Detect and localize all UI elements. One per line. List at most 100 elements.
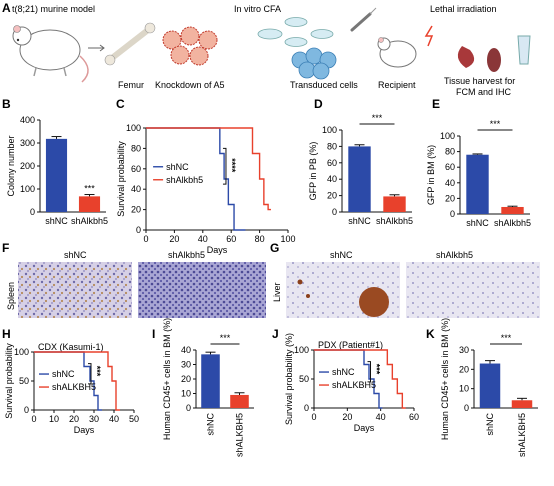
x-tick-label: shNC [485, 413, 495, 436]
histology-panel-f: shNC shAlkbh5 Spleen [6, 250, 266, 318]
y-axis-label: Survival probability [116, 141, 126, 217]
y-tick-label: 100 [20, 184, 35, 194]
femur-illustration [104, 22, 156, 66]
chart-e: 0 20 40 60 80 100 shNC shAlkbh5 GFP in BM (%) *** [426, 119, 531, 228]
workflow-panel: t(8;21) murine model Femur Knockdown of … [12, 4, 531, 97]
y-tick-label: 300 [20, 138, 35, 148]
bar-shnc [466, 154, 489, 214]
survival-curve-shalkbh5 [34, 351, 120, 411]
chart-c: 0 20 40 60 80 100 0 20 40 60 80 100 Days Survival pro… [116, 123, 296, 255]
y-axis-label: Human CD45+ cells in BM (%) [162, 318, 172, 440]
y-axis-label: Human CD45+ cells in BM (%) [440, 318, 450, 440]
x-tick-label: 20 [69, 414, 79, 424]
y-tick-label: 40 [131, 184, 141, 194]
y-tick-label: 10 [181, 389, 191, 399]
hist-g-col2: shAlkbh5 [436, 250, 473, 260]
panel-letter-h: H [2, 327, 11, 341]
significance-label: *** [220, 333, 231, 343]
bar-shalkbh5 [230, 394, 249, 408]
y-tick-label: 40 [327, 174, 337, 184]
y-tick-label: 60 [131, 164, 141, 174]
chart-subtitle: PDX (Patient#1) [318, 340, 383, 350]
survival-curve-shnc [314, 349, 383, 409]
y-tick-label: 80 [445, 147, 455, 157]
legend-label: shALKBH5 [52, 382, 96, 392]
y-tick-label: 400 [20, 115, 35, 125]
y-tick-label: 0 [186, 403, 191, 413]
harvest-label-1: Tissue harvest for [444, 76, 515, 86]
x-tick-label: shNC [45, 216, 68, 226]
y-tick-label: 30 [181, 360, 191, 370]
x-tick-label: 60 [409, 412, 419, 422]
y-tick-label: 0 [24, 405, 29, 415]
knockdown-cells-illustration [162, 26, 218, 66]
hist-g-col1: shNC [330, 250, 353, 260]
bar-shalkbh5 [501, 206, 524, 214]
panel-letter-j: J [272, 327, 279, 341]
y-tick-label: 0 [30, 207, 35, 217]
significance-bracket [88, 363, 92, 385]
significance-label: *** [501, 333, 512, 343]
y-tick-label: 60 [445, 162, 455, 172]
x-tick-label: shALKBH5 [235, 413, 245, 457]
survival-curve-shalkbh5 [146, 127, 271, 211]
x-tick-label: shALKBH5 [517, 413, 527, 457]
x-tick-label: shNC [206, 413, 216, 436]
femur-label: Femur [118, 80, 144, 90]
ihc-image-spleen-shalkbh5 [138, 262, 266, 318]
panel-letter-c: C [116, 97, 125, 111]
x-tick-label: 60 [226, 234, 236, 244]
significance-label: *** [490, 119, 501, 129]
survival-curve-shnc [34, 351, 102, 411]
panel-letter-f: F [2, 241, 9, 255]
panel-letter-k: K [426, 327, 435, 341]
transduced-cells-illustration [291, 47, 337, 80]
x-tick-label: 40 [376, 412, 386, 422]
y-tick-label: 20 [445, 193, 455, 203]
histology-panel-g: shNC shAlkbh5 Liver [272, 250, 540, 318]
transduced-label: Transduced cells [290, 80, 358, 90]
y-tick-label: 60 [327, 158, 337, 168]
bar-shnc [348, 146, 371, 212]
chart-i: 0 10 20 30 40 shNC shALKBH5 Human CD45+ cells i… [162, 318, 254, 457]
legend-label: shNC [166, 162, 189, 172]
arrow-1-head [99, 44, 105, 52]
syringe-illustration [350, 7, 377, 32]
panel-letter-g: G [270, 241, 279, 255]
x-tick-label: 30 [89, 414, 99, 424]
knockdown-label: Knockdown of A5 [155, 80, 225, 90]
y-tick-label: 100 [322, 125, 337, 135]
x-tick-label: 0 [311, 412, 316, 422]
legend-label: shNC [52, 369, 75, 379]
panel-letter-d: D [314, 97, 323, 111]
chart-k: 0 10 20 30 shNC shALKBH5 Human CD45+ cells in … [440, 318, 538, 457]
x-tick-label: shNC [466, 218, 489, 228]
y-tick-label: 0 [304, 403, 309, 413]
x-tick-label: 10 [49, 414, 59, 424]
chart-subtitle: CDX (Kasumi-1) [38, 342, 104, 352]
significance-label: *** [372, 364, 382, 375]
y-tick-label: 0 [450, 209, 455, 219]
y-tick-label: 40 [181, 345, 191, 355]
chart-b: 0 100 200 300 400 shNC shAlkbh5 Colony number **… [6, 115, 108, 226]
model-label: t(8;21) murine model [12, 4, 95, 14]
x-axis-label: Days [207, 245, 228, 255]
y-axis-label: GFP in BM (%) [426, 145, 436, 205]
x-tick-label: 80 [255, 234, 265, 244]
bar-shalkbh5 [383, 196, 406, 212]
x-tick-label: shNC [348, 216, 371, 226]
chart-j: 0 50 100 0 20 40 60 Days Survival probability (%… [284, 333, 419, 433]
recipient-mouse-illustration [377, 37, 417, 68]
significance-bracket [367, 361, 371, 383]
legend-label: shALKBH5 [332, 380, 376, 390]
x-tick-label: 20 [169, 234, 179, 244]
irradiation-label: Lethal irradiation [430, 4, 497, 14]
y-tick-label: 20 [181, 374, 191, 384]
y-tick-label: 100 [126, 123, 141, 133]
bar-shalkbh5 [511, 400, 533, 408]
significance-bracket [222, 147, 227, 185]
y-tick-label: 20 [327, 191, 337, 201]
x-tick-label: 0 [143, 234, 148, 244]
